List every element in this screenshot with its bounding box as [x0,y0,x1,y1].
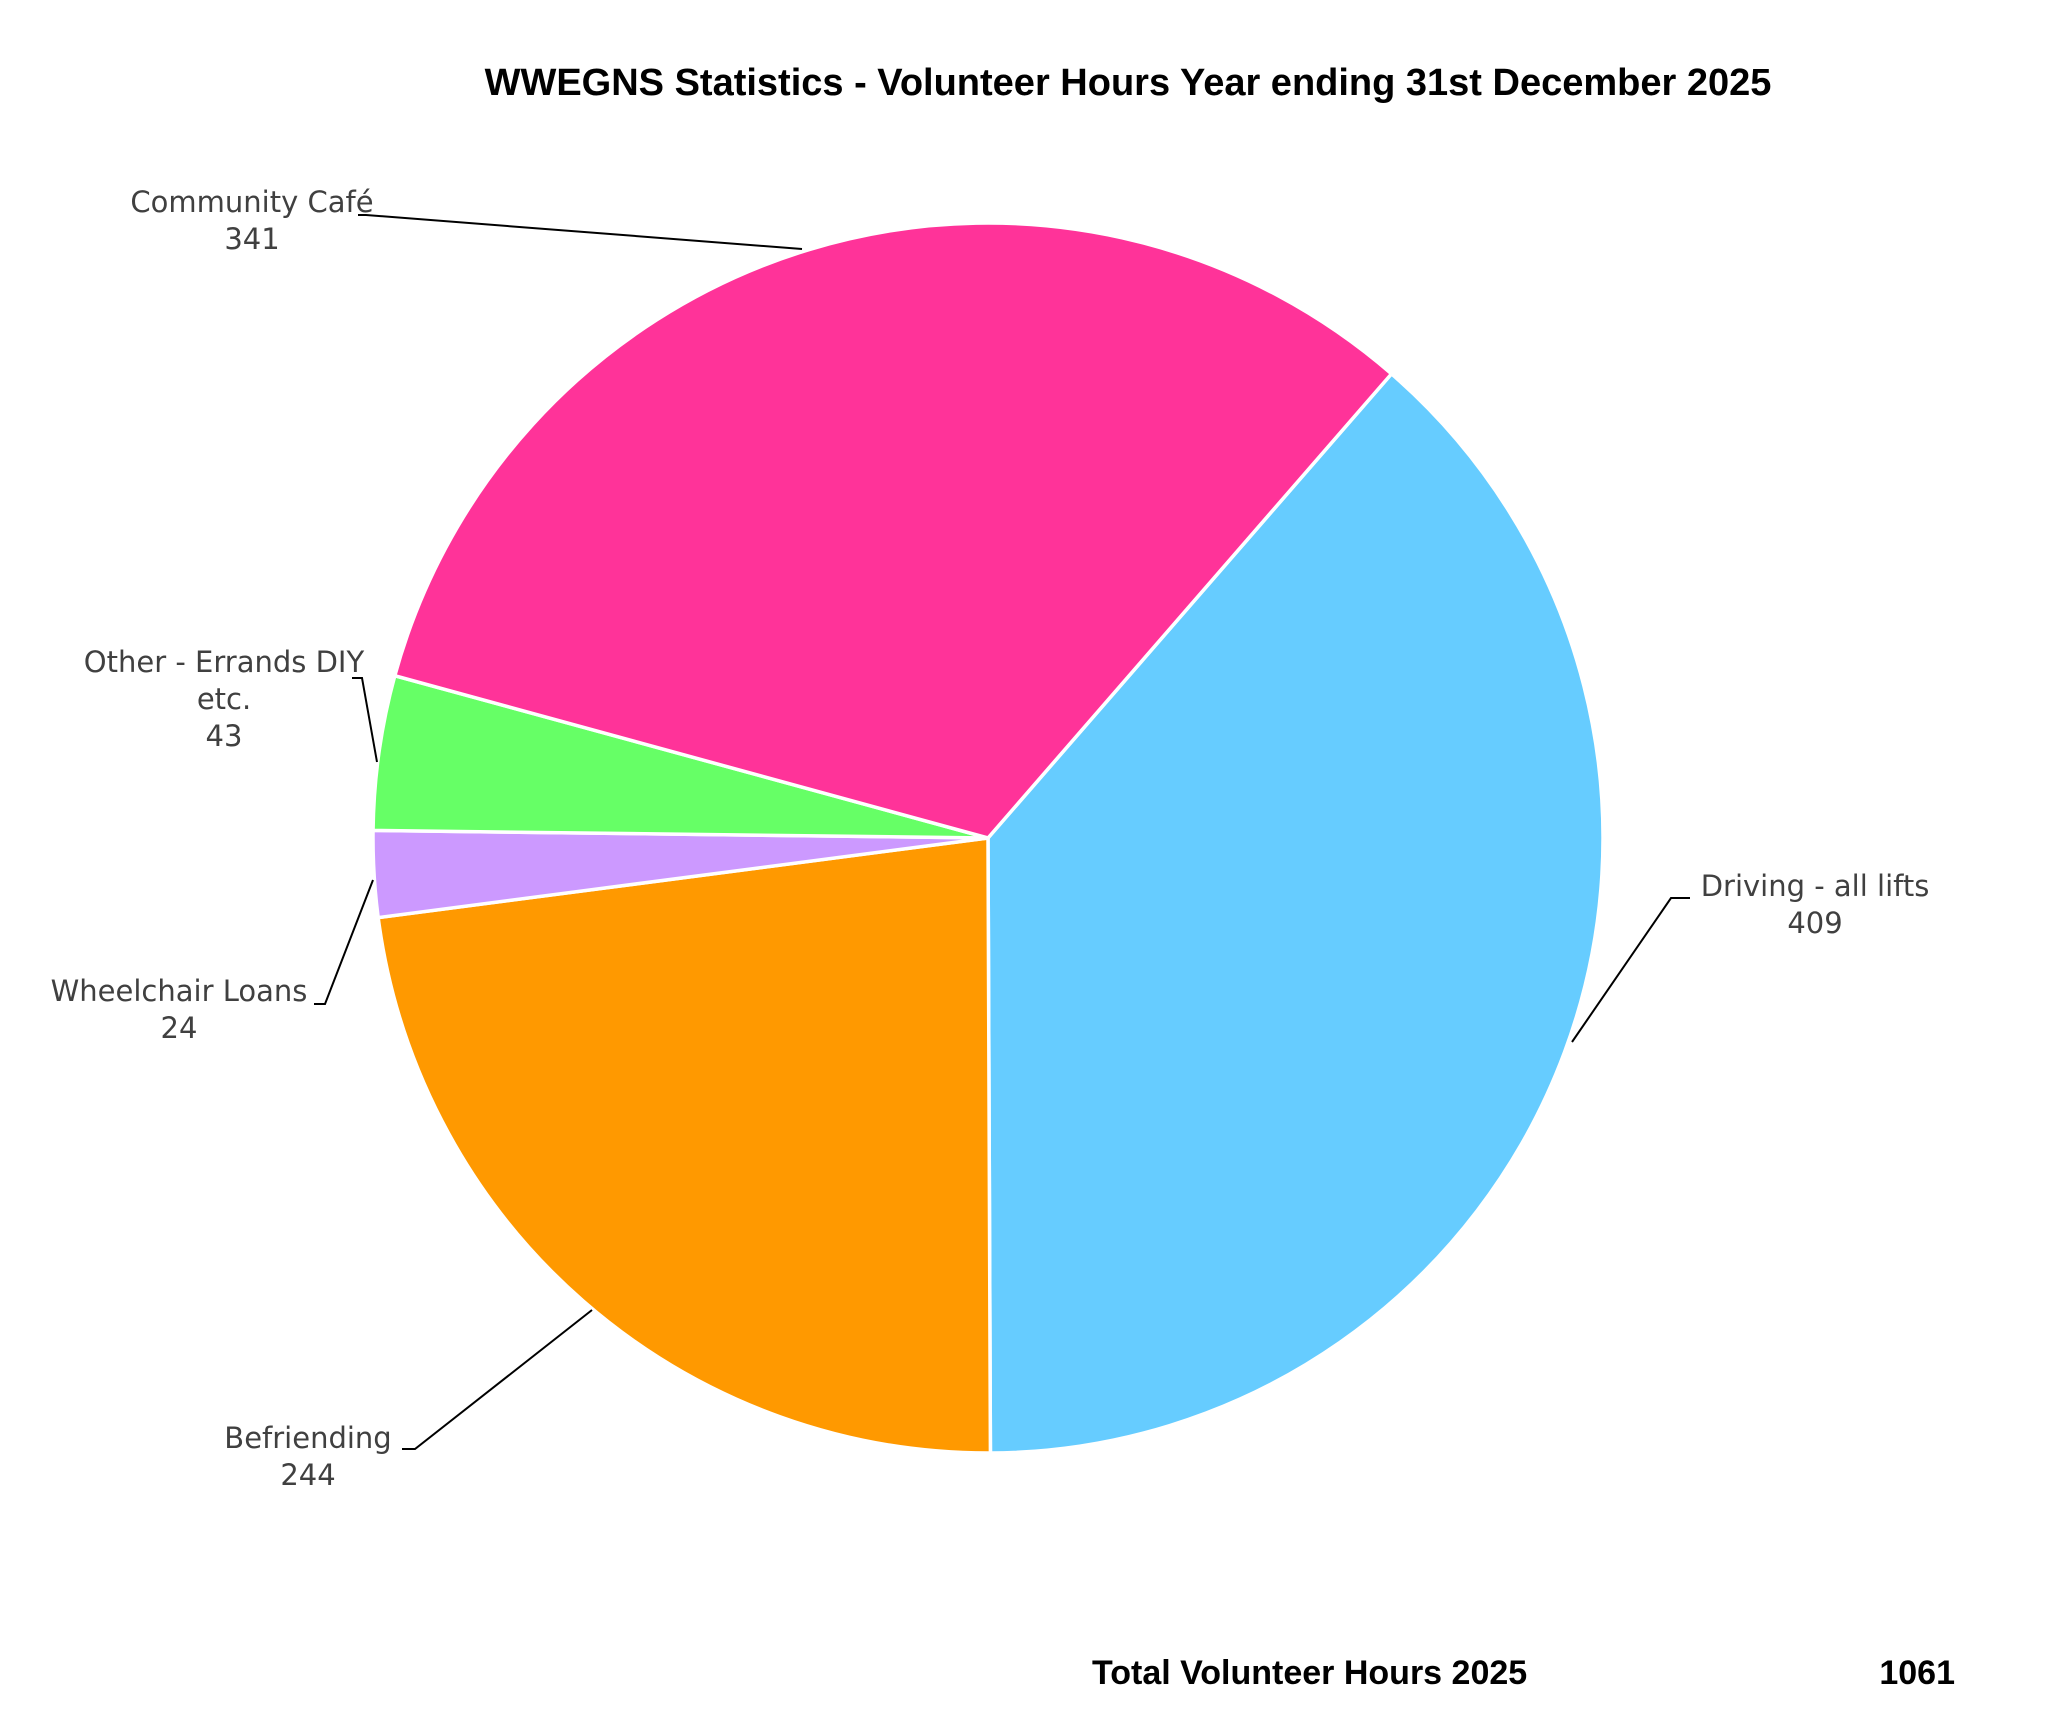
slice-label-text: Wheelchair Loans [51,974,308,1008]
slice-label: Community Café 341 [130,185,373,256]
chart-title: WWEGNS Statistics - Volunteer Hours Year… [485,62,1772,104]
leader-line [352,677,378,763]
pie-slice-community-caf [392,221,1394,840]
slice-value-label: 341 [224,222,279,256]
leader-line [1571,897,1690,1043]
slice-labels: Driving - all lifts 409 Befriending 244 Whee… [51,185,1930,1492]
slice-label-text: etc. [197,682,251,716]
pie-slice-driving-all-lifts [986,371,1605,1455]
total-label: Total Volunteer Hours 2025 [1092,1654,1527,1692]
slice-label-text: Other - Errands DIY [84,645,365,679]
slice-label-text: Driving - all lifts [1701,869,1930,903]
slice-value-label: 409 [1787,906,1842,940]
slice-label: Befriending 244 [224,1421,391,1492]
slice-label-text: Community Café [130,185,373,219]
slice-value-label: 24 [161,1011,198,1045]
leader-line [314,879,374,1005]
slice-label: Wheelchair Loans 24 [51,974,308,1045]
leader-line [358,214,803,250]
slice-value-label: 244 [280,1458,335,1492]
pie-slice-befriending [376,836,993,1455]
pie-slices [371,221,1605,1455]
slice-label-text: Befriending [224,1421,391,1455]
slice-label: Other - Errands DIY etc. 43 [84,645,365,753]
leader-line [402,1309,593,1450]
total-value: 1061 [1879,1654,1955,1692]
slice-label: Driving - all lifts 409 [1701,869,1930,940]
slice-value-label: 43 [206,719,243,753]
